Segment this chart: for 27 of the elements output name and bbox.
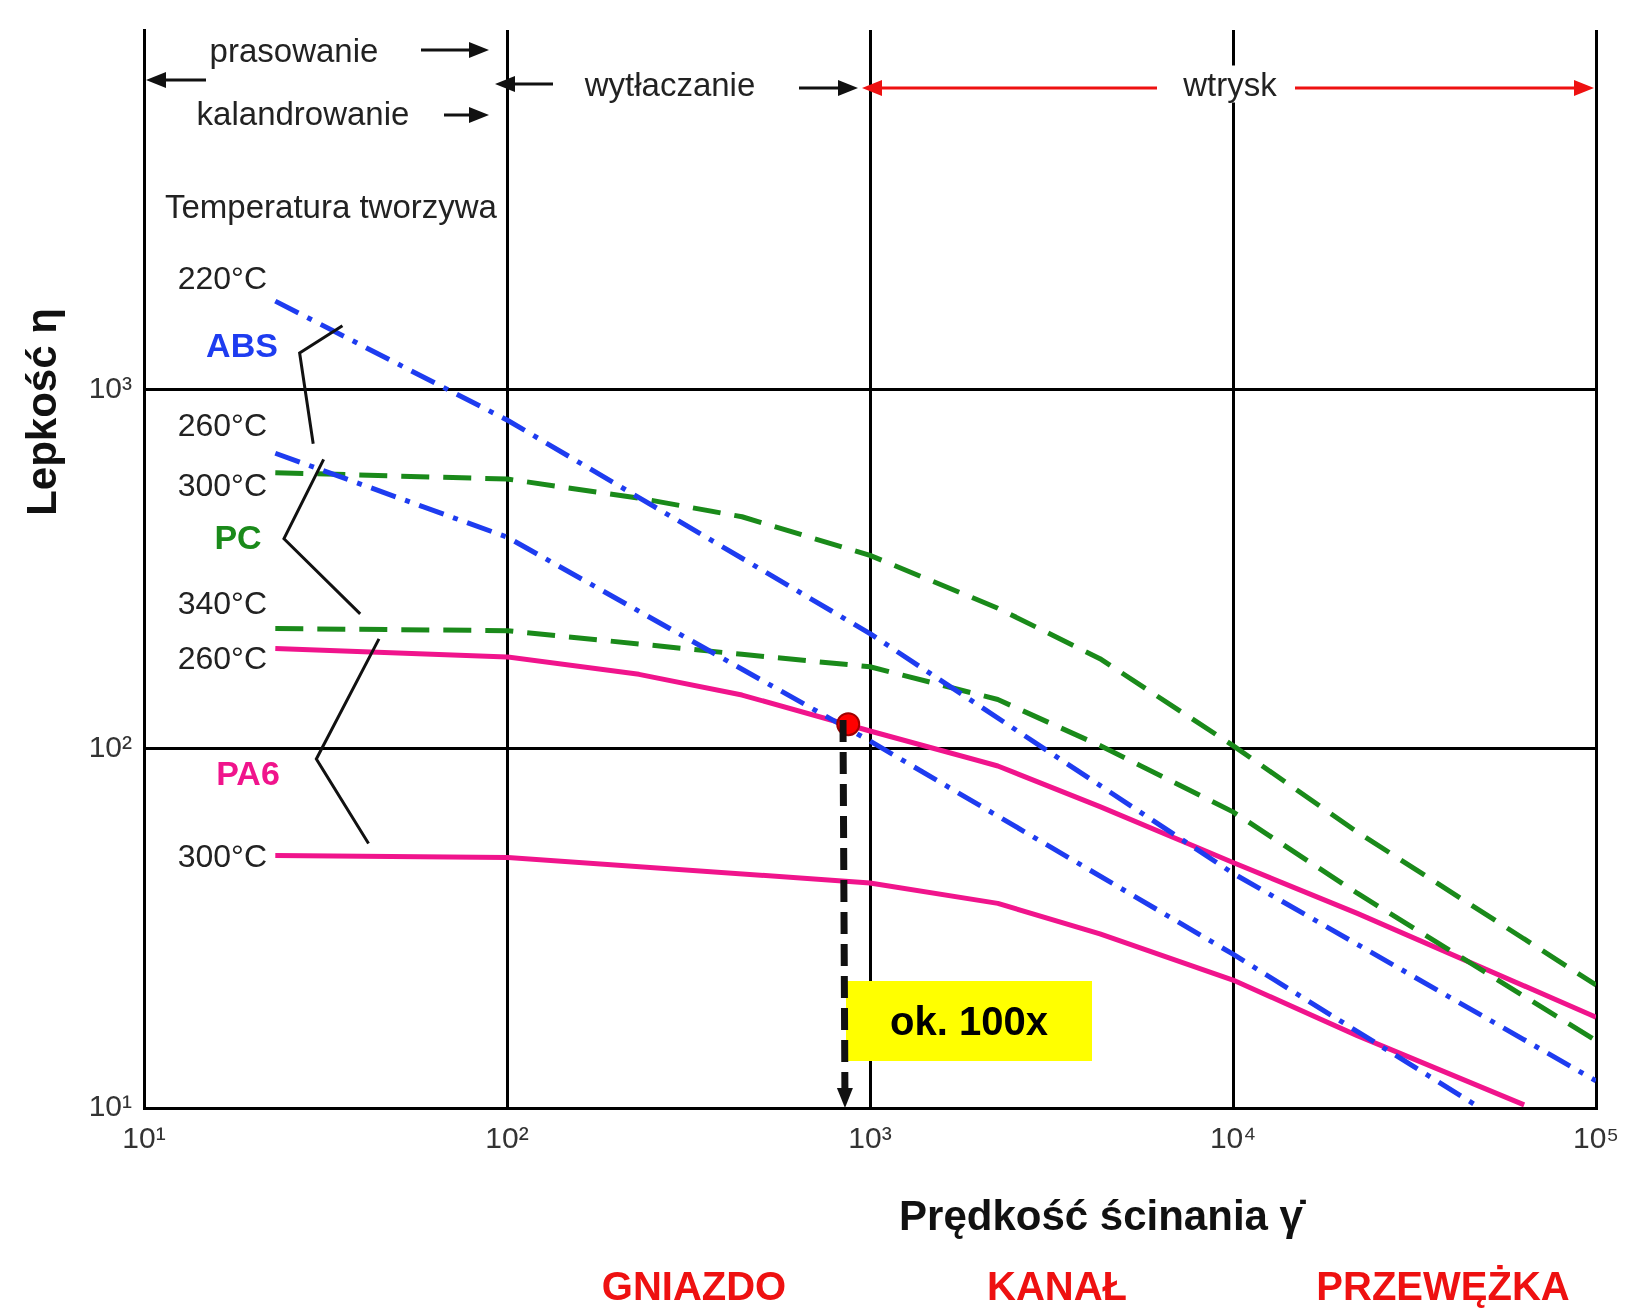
text: PRZEWĘŻKA: [1316, 1264, 1570, 1308]
annotation: wytłaczanie: [578, 65, 762, 103]
annotation: 220°C: [177, 260, 267, 296]
x-tick-label: 10³: [848, 1121, 892, 1155]
text: GNIAZDO: [601, 1264, 787, 1308]
text: KANAŁ: [987, 1264, 1127, 1308]
y-tick-label: 10¹: [88, 1089, 133, 1123]
annotation: ABS: [206, 326, 278, 364]
y-axis-title: Lepkość η: [18, 308, 65, 516]
annotation: 260°C: [177, 640, 267, 676]
annotation: 260°C: [177, 407, 267, 443]
x-tick-label: 10²: [485, 1121, 529, 1155]
annotation: PA6: [216, 754, 280, 792]
annotation: Temperatura tworzywa: [159, 187, 503, 225]
y-tick-label: 10³: [88, 370, 133, 404]
annotation: ok. 100x: [846, 981, 1092, 1061]
annotation: prasowanie: [203, 31, 385, 69]
y-tick-label: 10²: [88, 729, 133, 763]
annotation: 300°C: [177, 467, 267, 503]
annotation: PC: [214, 518, 262, 556]
x-tick-label: 10⁴: [1209, 1121, 1257, 1155]
annotation: wtrysk: [1177, 65, 1283, 103]
annotation: 340°C: [177, 585, 267, 621]
x-tick-label: 10⁵: [1573, 1121, 1619, 1155]
annotation: kalandrowanie: [190, 94, 416, 132]
x-tick-label: 10¹: [122, 1121, 166, 1155]
annotation: 300°C: [177, 838, 267, 874]
